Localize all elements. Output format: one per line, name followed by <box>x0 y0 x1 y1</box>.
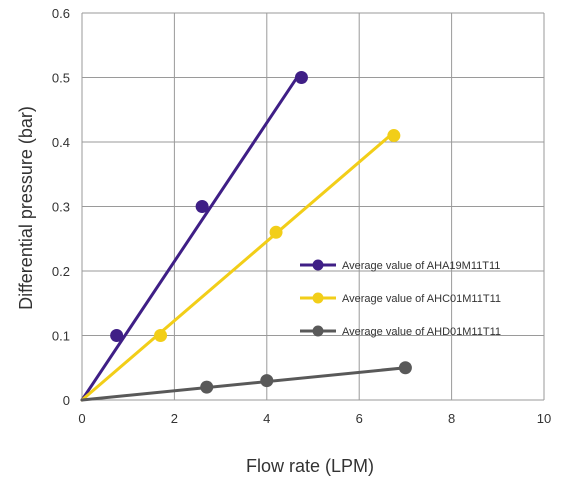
legend-label: Average value of AHD01M11T11 <box>342 326 501 338</box>
x-tick-label: 2 <box>171 411 178 426</box>
x-tick-label: 4 <box>263 411 270 426</box>
y-tick-label: 0.5 <box>52 71 70 86</box>
legend-label: Average value of AHC01M11T11 <box>342 293 501 305</box>
y-tick-label: 0.3 <box>52 200 70 215</box>
x-tick-label: 0 <box>78 411 85 426</box>
series-line <box>80 72 301 402</box>
y-tick-label: 0.6 <box>52 6 70 21</box>
data-point <box>154 329 168 342</box>
data-point <box>110 329 124 342</box>
data-point <box>398 361 412 375</box>
legend-marker <box>312 292 324 304</box>
x-tick-label: 8 <box>448 411 455 426</box>
data-point <box>387 129 401 143</box>
series-2 <box>80 129 401 402</box>
x-axis-title: Flow rate (LPM) <box>246 456 374 476</box>
y-axis-title: Differential pressure (bar) <box>16 106 36 310</box>
legend-item: Average value of AHA19M11T11 <box>300 259 500 272</box>
legend: Average value of AHA19M11T11 Average valu… <box>300 259 501 338</box>
series-line <box>80 366 407 402</box>
series-3 <box>80 361 412 402</box>
data-point <box>294 71 308 84</box>
y-tick-label: 0.1 <box>52 329 70 344</box>
x-tick-label: 6 <box>356 411 363 426</box>
grid <box>81 12 545 401</box>
data-point <box>269 225 283 239</box>
legend-item: Average value of AHD01M11T11 <box>300 325 501 338</box>
legend-marker <box>312 259 324 271</box>
y-tick-label: 0 <box>63 393 70 408</box>
y-tick-label: 0.4 <box>52 135 70 150</box>
data-point <box>195 200 209 213</box>
legend-label: Average value of AHA19M11T11 <box>342 260 500 272</box>
x-tick-label: 10 <box>537 411 551 426</box>
data-point <box>200 380 214 394</box>
legend-item: Average value of AHC01M11T11 <box>300 292 501 305</box>
legend-marker <box>312 325 324 337</box>
series-layer <box>80 71 412 402</box>
y-tick-label: 0.2 <box>52 264 70 279</box>
series-1 <box>80 71 308 402</box>
axes: 0 2 4 6 8 10 0 0.1 0.2 0.3 0.4 0.5 0.6 <box>52 6 551 426</box>
series-line <box>80 130 396 402</box>
data-point <box>260 374 274 388</box>
